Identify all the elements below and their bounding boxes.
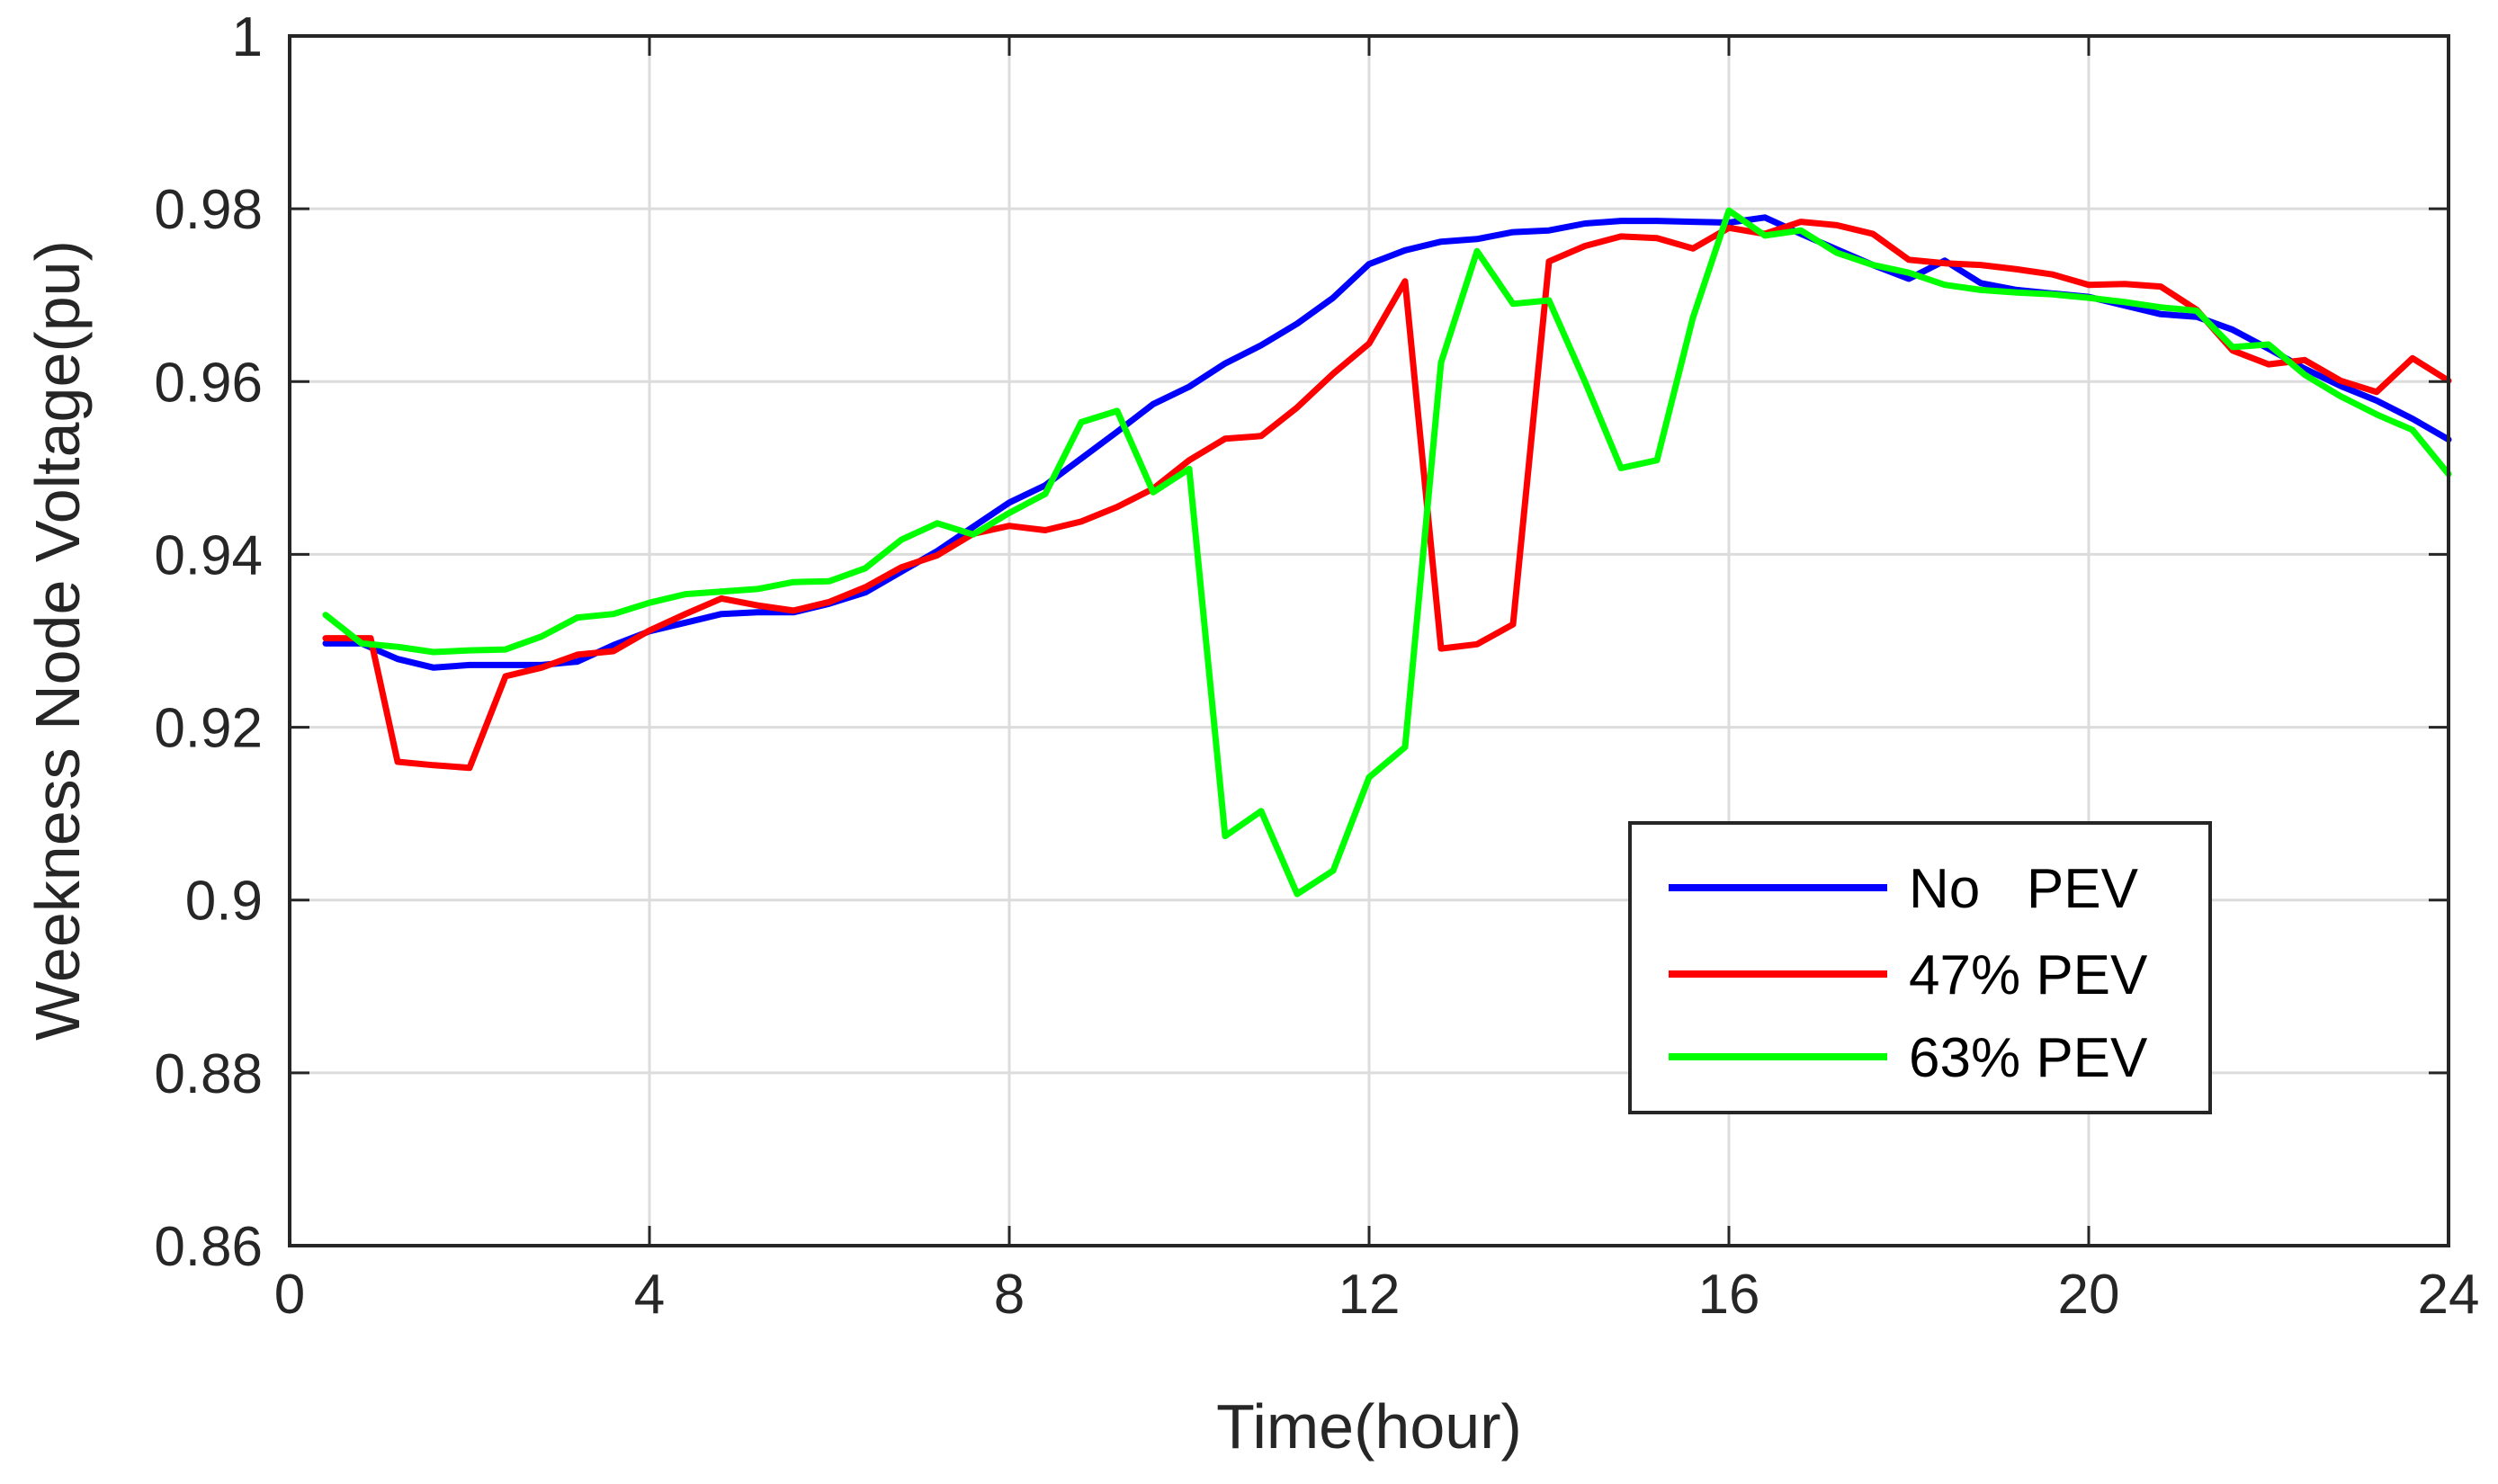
series-line-2 <box>322 219 2452 772</box>
x-tick-label: 16 <box>1698 1264 1760 1326</box>
y-tick-label: 0.98 <box>154 179 263 241</box>
y-tick-label: 0.9 <box>185 871 263 933</box>
x-tick-label: 0 <box>274 1264 305 1326</box>
y-tick-label: 1 <box>232 6 263 68</box>
legend-label-1: No PEV <box>1909 858 2139 920</box>
y-tick-label: 0.94 <box>154 524 263 586</box>
axis-ticks <box>288 34 2450 1247</box>
x-tick-label: 4 <box>634 1264 665 1326</box>
legend-box <box>1628 821 2212 1114</box>
x-tick-label: 12 <box>1339 1264 1401 1326</box>
y-axis-label: Weekness Node Voltage(pu) <box>22 240 93 1041</box>
legend: No PEV 47% PEV 63% PEV <box>1628 821 2212 1114</box>
legend-label-2: 47% PEV <box>1909 944 2148 1006</box>
legend-entries: No PEV 47% PEV 63% PEV <box>1669 858 2148 1089</box>
series-lines <box>322 207 2452 898</box>
y-tick-label: 0.92 <box>154 698 263 760</box>
tick-labels: 0 4 8 12 16 20 24 0.86 0.88 0.9 0.92 0.94 0.96 0.98 1 <box>154 6 2479 1326</box>
y-tick-label: 0.86 <box>154 1216 263 1278</box>
y-tick-label: 0.96 <box>154 352 263 414</box>
series-line-3 <box>322 207 2452 898</box>
x-tick-label: 24 <box>2418 1264 2480 1326</box>
y-tick-label: 0.88 <box>154 1043 263 1105</box>
x-tick-label: 20 <box>2058 1264 2120 1326</box>
legend-label-3: 63% PEV <box>1909 1027 2148 1089</box>
x-axis-label: Time(hour) <box>1216 1391 1522 1462</box>
x-tick-label: 8 <box>994 1264 1025 1326</box>
